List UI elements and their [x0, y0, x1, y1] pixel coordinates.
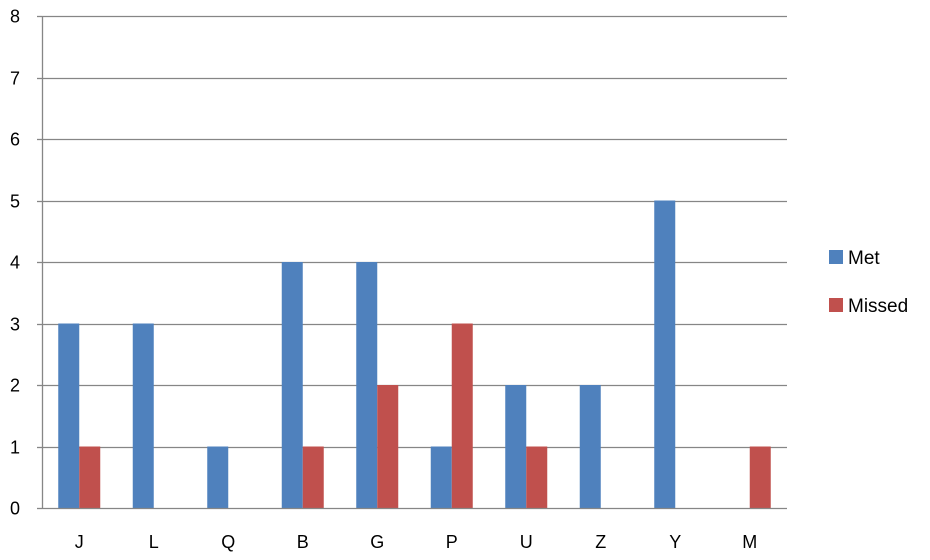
- x-tick-label: M: [742, 532, 757, 552]
- bar-met-q: [207, 446, 229, 508]
- y-tick-label: 5: [10, 192, 20, 212]
- y-tick-label: 0: [10, 499, 20, 519]
- x-tick-label: B: [297, 532, 309, 552]
- x-tick-label: G: [370, 532, 384, 552]
- legend-label-missed: Missed: [848, 296, 908, 317]
- bar-missed-b: [302, 446, 324, 508]
- y-axis-tick-labels: 0 1 2 3 4 5 6 7 8: [10, 7, 20, 519]
- bar-missed-u: [526, 446, 548, 508]
- bar-met-y: [654, 200, 676, 508]
- bar-met-z: [579, 385, 601, 508]
- bar-met-l: [132, 323, 154, 508]
- bar-missed-j: [79, 446, 101, 508]
- bar-met-g: [356, 262, 378, 508]
- bar-missed-m: [749, 446, 771, 508]
- y-tick-label: 4: [10, 253, 20, 273]
- bar-met-b: [281, 262, 303, 508]
- legend: Met Missed: [829, 248, 908, 317]
- x-tick-label: L: [149, 532, 159, 552]
- bar-missed-p: [451, 323, 473, 508]
- bars: [58, 200, 771, 508]
- bar-met-u: [505, 385, 527, 508]
- x-tick-label: J: [75, 532, 84, 552]
- bar-missed-g: [377, 385, 399, 508]
- x-tick-label: Z: [595, 532, 606, 552]
- x-tick-label: P: [446, 532, 458, 552]
- x-tick-label: U: [520, 532, 533, 552]
- y-tick-label: 3: [10, 315, 20, 335]
- y-tick-label: 8: [10, 7, 20, 27]
- y-tick-label: 2: [10, 376, 20, 396]
- bar-met-j: [58, 323, 80, 508]
- x-tick-label: Q: [221, 532, 235, 552]
- axes: [37, 15, 787, 510]
- y-tick-label: 7: [10, 69, 20, 89]
- y-tick-label: 6: [10, 130, 20, 150]
- y-tick-label: 1: [10, 438, 20, 458]
- legend-swatch-met: [829, 250, 843, 264]
- gridlines: [42, 15, 787, 449]
- x-tick-label: Y: [669, 532, 681, 552]
- legend-label-met: Met: [848, 248, 880, 269]
- legend-swatch-missed: [829, 298, 843, 312]
- bar-met-p: [430, 446, 452, 508]
